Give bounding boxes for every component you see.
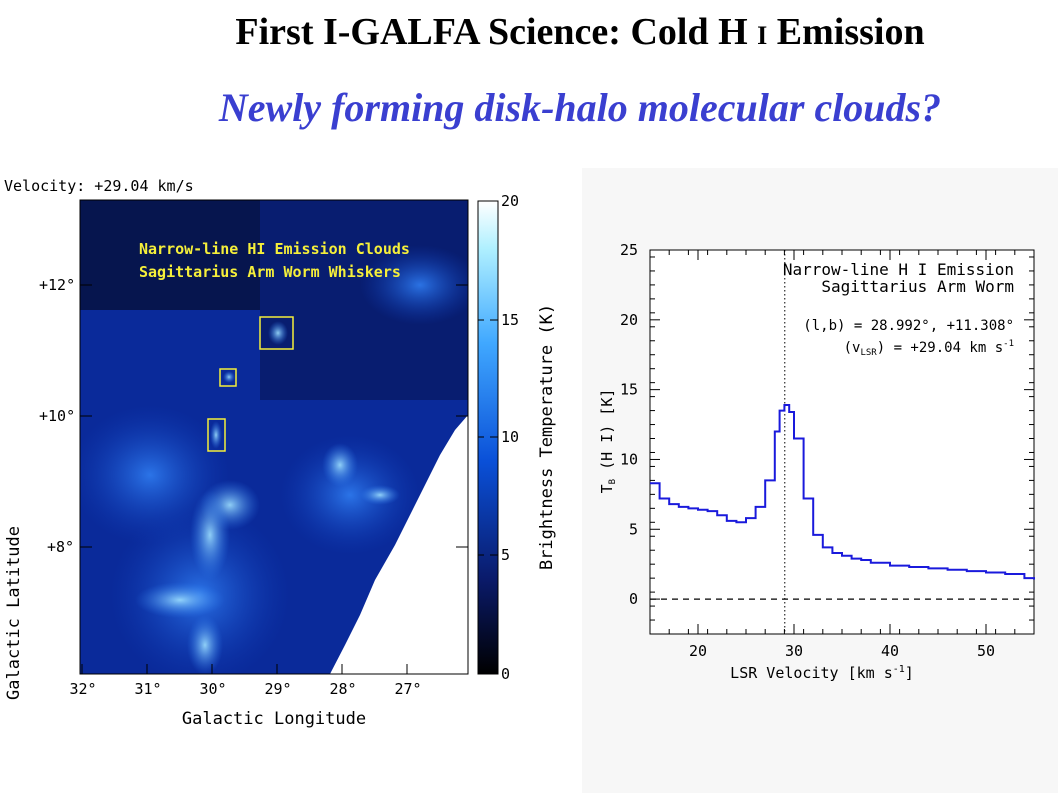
velocity-label: Velocity: +29.04 km/s xyxy=(4,177,194,195)
coordinate-annotation: (l,b) = 28.992°, +11.308° xyxy=(803,318,1014,334)
map-x-tick: 27° xyxy=(394,680,421,698)
spectrum-series-line xyxy=(650,403,1035,580)
x-tick-label: 20 xyxy=(689,642,707,660)
title-roman-numeral: I xyxy=(757,21,768,50)
hi-spectrum-chart: 0 5 10 15 20 25 20 30 40 50 Narrow-line H I Emis… xyxy=(598,241,1035,682)
y-tick-label: 25 xyxy=(620,241,638,259)
slide-subtitle: Newly forming disk-halo molecular clouds… xyxy=(218,85,942,130)
map-annotation-line1: Narrow-line HI Emission Clouds xyxy=(139,240,410,258)
map-annotation-line2: Sagittarius Arm Worm Whiskers xyxy=(139,263,401,281)
x-tick-label: 40 xyxy=(881,642,899,660)
y-tick-label: 20 xyxy=(620,311,638,329)
map-x-tick: 31° xyxy=(134,680,161,698)
map-x-tick: 30° xyxy=(199,680,226,698)
colorbar-label: Brightness Temperature (K) xyxy=(537,304,557,570)
spectrum-panel: 0 5 10 15 20 25 20 30 40 50 Narrow-line H I Emis… xyxy=(582,168,1058,793)
hi-map-panel: Velocity: +29.04 km/s xyxy=(0,175,565,735)
y-tick-label: 5 xyxy=(629,520,638,538)
spectrum-subtitle: Sagittarius Arm Worm xyxy=(821,277,1014,296)
x-tick-label: 30 xyxy=(785,642,803,660)
hi-map-image xyxy=(80,200,468,674)
map-y-tick: +10° xyxy=(39,407,75,425)
velocity-annotation: (vLSR) = +29.04 km s-1 xyxy=(844,339,1014,358)
colorbar-tick: 5 xyxy=(501,546,510,564)
whisker-box-2 xyxy=(219,368,237,387)
slide-title: First I-GALFA Science: Cold H I Emission xyxy=(235,11,925,53)
spectrum-x-axis-label: LSR Velocity [km s-1] xyxy=(730,664,914,682)
y-tick-label: 0 xyxy=(629,590,638,608)
map-x-axis-label: Galactic Longitude xyxy=(182,709,366,729)
whisker-box-1 xyxy=(259,316,294,350)
map-x-tick: 32° xyxy=(69,680,96,698)
map-x-tick: 29° xyxy=(264,680,291,698)
x-tick-label: 50 xyxy=(977,642,995,660)
map-y-tick: +8° xyxy=(47,538,74,556)
y-tick-label: 10 xyxy=(620,450,638,468)
spectrum-title: Narrow-line H I Emission xyxy=(783,260,1014,279)
plot-frame xyxy=(649,249,1035,635)
map-y-axis-label: Galactic Latitude xyxy=(4,526,24,700)
hi-map-figure: Velocity: +29.04 km/s xyxy=(4,177,557,729)
colorbar-tick: 0 xyxy=(501,665,510,683)
colorbar-tick: 15 xyxy=(501,311,519,329)
y-tick-label: 15 xyxy=(620,381,638,399)
map-x-tick: 28° xyxy=(329,680,356,698)
colorbar-tick: 10 xyxy=(501,428,519,446)
colorbar-tick: 20 xyxy=(501,192,519,210)
spectrum-y-axis-label: TB (H I) [K] xyxy=(598,389,618,494)
whisker-box-3 xyxy=(207,418,226,452)
map-y-tick: +12° xyxy=(39,276,75,294)
